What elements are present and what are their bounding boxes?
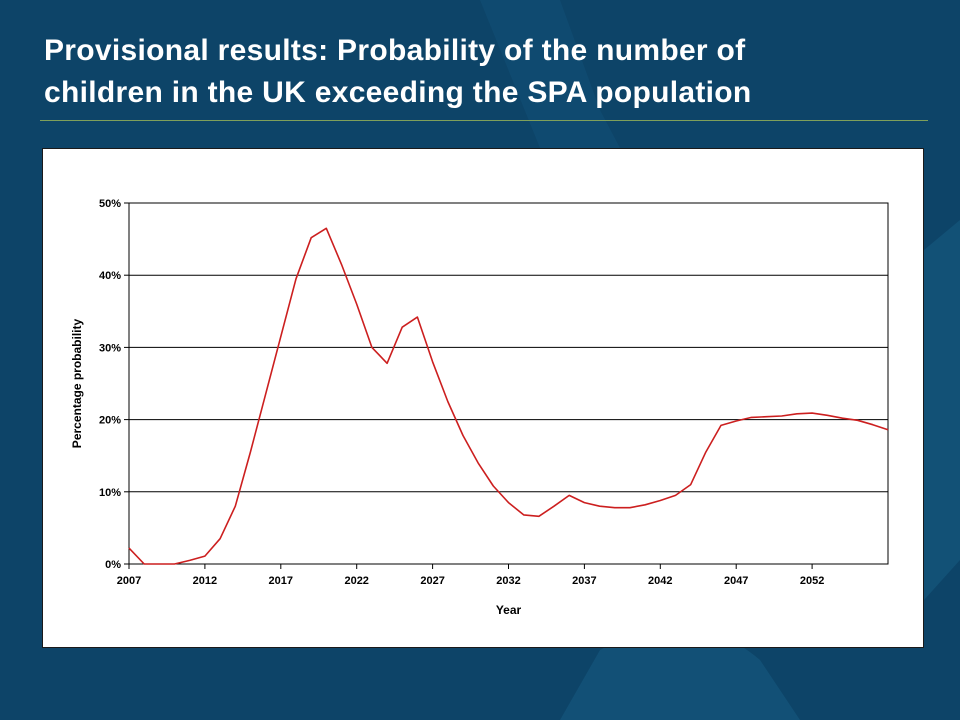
slide-title: Provisional results: Probability of the … [44,30,944,114]
x-tick-label: 2012 [193,575,217,587]
series-line [128,227,889,565]
x-tick-label: 2042 [648,575,672,587]
x-tick-label: 2052 [800,575,824,587]
chart-frame: 0% 10% 20% 30% 40% 50% 2007 2012 2017 2022 2027 203… [42,148,924,648]
y-tick-label: 50% [99,198,121,210]
x-tick-label: 2037 [572,575,596,587]
y-tick-label: 0% [105,559,121,571]
x-tick-label: 2027 [420,575,444,587]
background-wave-shape-right [924,220,960,600]
background-wave-shape [480,0,620,148]
title-divider [40,120,928,121]
y-tick-label: 20% [99,415,121,427]
line-chart: 0% 10% 20% 30% 40% 50% 2007 2012 2017 2022 2027 203… [70,198,889,617]
x-tick-label: 2017 [269,575,293,587]
x-tick-label: 2032 [496,575,520,587]
y-tick-label: 30% [99,342,121,354]
slide-title-line1: Provisional results: Probability of the … [44,34,746,67]
y-tick-label: 10% [99,487,121,499]
x-tick-label: 2007 [117,575,141,587]
x-axis-title: Year [496,603,522,617]
x-tick-label: 2047 [724,575,748,587]
y-axis-title: Percentage probability [70,318,84,448]
y-tick-label: 40% [99,270,121,282]
slide-title-line2: children in the UK exceeding the SPA pop… [44,76,752,109]
plot-area-border [128,202,889,565]
x-tick-label: 2022 [344,575,368,587]
background-wave-shape-lower [560,627,800,720]
